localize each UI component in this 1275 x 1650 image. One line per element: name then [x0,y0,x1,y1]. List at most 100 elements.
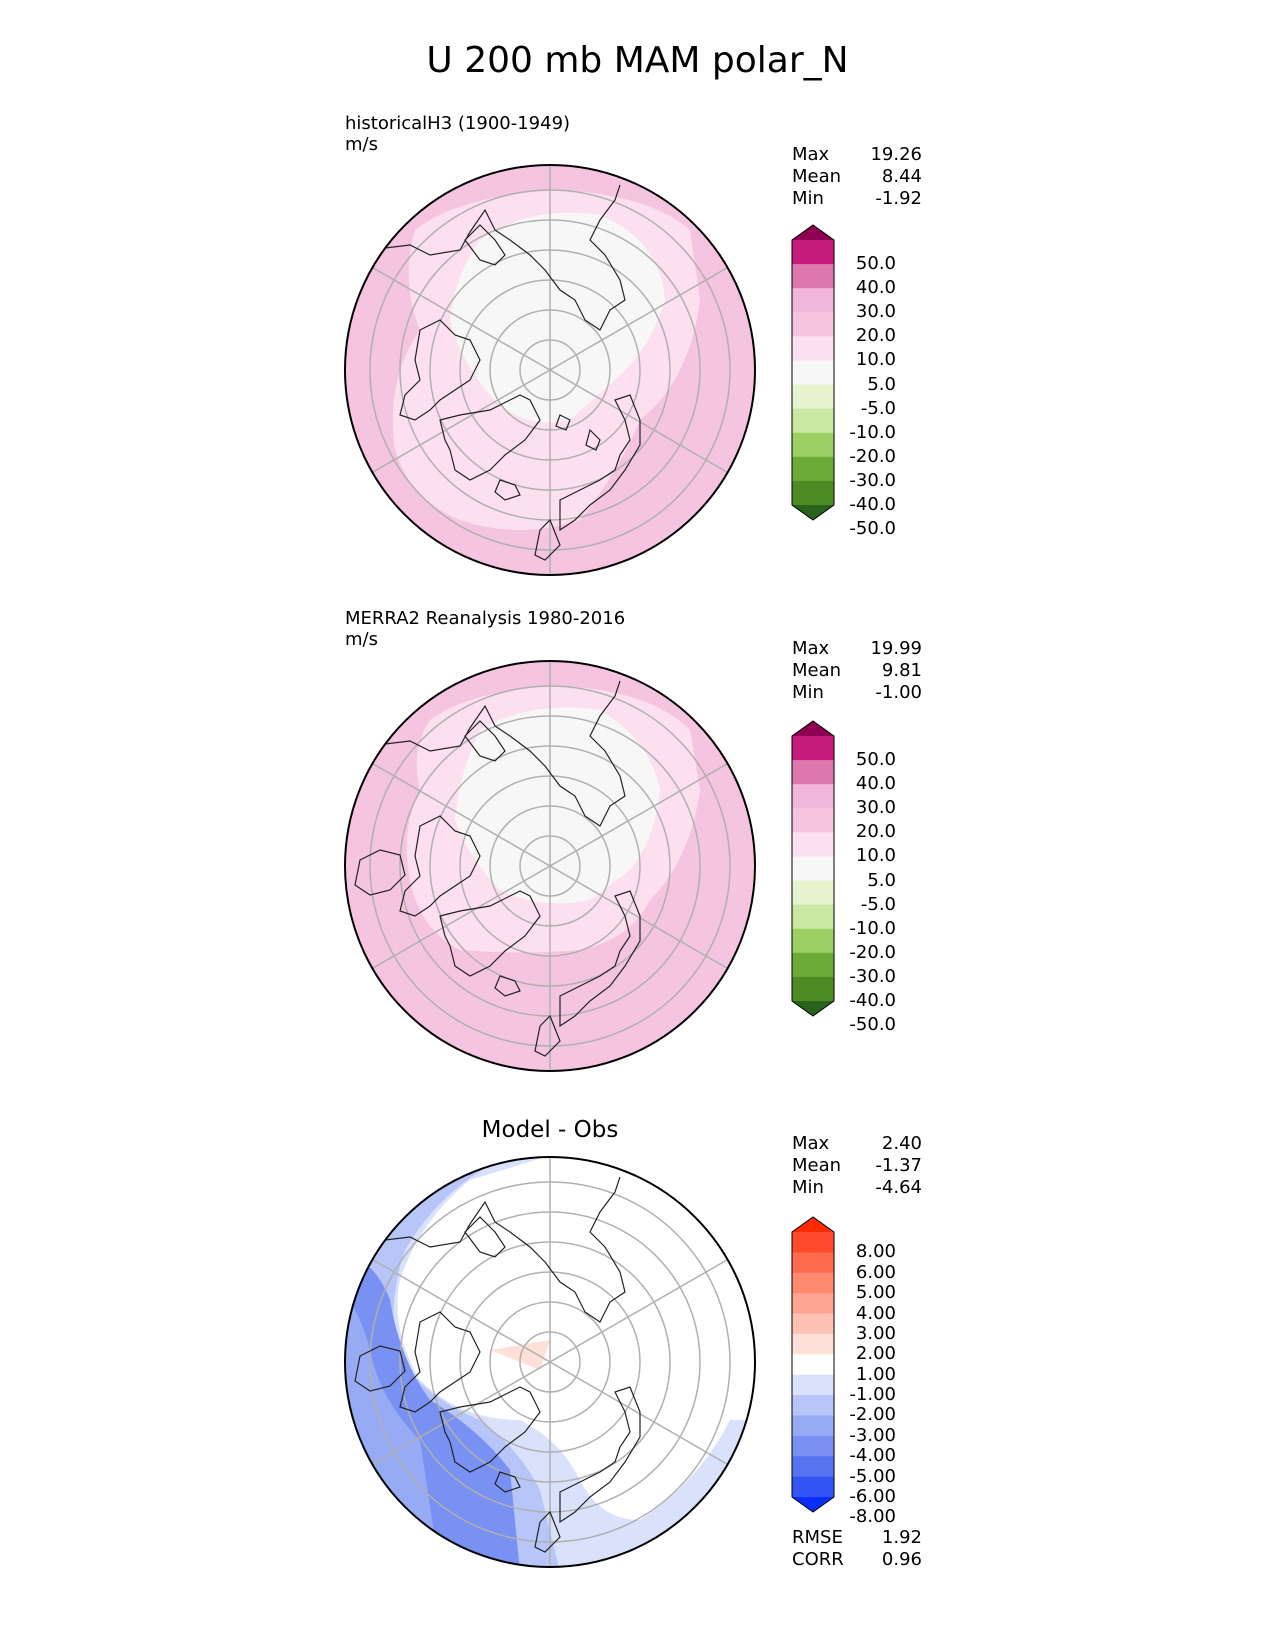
colorbar-segment [792,1293,834,1315]
colorbar-segment [792,760,834,785]
colorbar-tick-label: -50.0 [849,518,896,540]
colorbar-outline [791,1216,835,1513]
colorbar-tick-label: -20.0 [849,941,896,963]
colorbar-tick-label: -10.0 [849,917,896,939]
map-panel-3 [344,1156,756,1568]
colorbar-segment [792,928,834,954]
map-3-boundary [344,1156,756,1568]
colorbar-tick-label: -20.0 [849,445,896,467]
colorbar-segment [792,336,834,361]
stat-min: Min -4.64 [792,1177,922,1198]
colorbar-tick-label: -8.00 [849,1506,896,1528]
panel-1-stats: Max 19.26 Mean 8.44 Min -1.92 [792,144,922,210]
colorbar-tick-label: 30.0 [855,797,896,819]
map-1-coastlines [384,184,641,561]
colorbar-tick-label: 5.0 [867,373,896,395]
colorbar-segment [792,240,834,265]
colorbar-tick-label: 50.0 [855,253,896,275]
colorbar-segment [792,384,834,410]
colorbar-tick-label: -10.0 [849,421,896,443]
colorbar-segment [792,1456,834,1478]
map-panel-2 [344,660,756,1072]
colorbar-segment [792,904,834,930]
colorbar-1 [791,224,835,521]
panel-1-units: m/s [345,134,378,155]
colorbar-tick-label: 5.0 [867,869,896,891]
colorbar-outline [791,224,835,521]
colorbar-segment [792,1354,834,1376]
colorbar-tick-label: -6.00 [849,1486,896,1507]
colorbar-tick-label: -4.00 [849,1445,896,1467]
stat-mean: Mean 9.81 [792,660,922,681]
colorbar-tick-label: -5.0 [860,397,896,419]
stat-mean: Mean 8.44 [792,166,922,187]
colorbar-tick-label: 20.0 [855,325,896,347]
colorbar-tick-label: -40.0 [849,990,896,1011]
colorbar-2 [791,720,835,1017]
colorbar-segment [792,880,834,906]
colorbar-tick-label: -2.00 [849,1404,896,1426]
panel-3-stats: Max 2.40 Mean -1.37 Min -4.64 [792,1133,922,1199]
colorbar-tick-label: 5.00 [855,1282,896,1304]
colorbar-extend-bottom [792,1497,834,1512]
colorbar-tick-label: 10.0 [855,349,896,371]
colorbar-segment [792,480,834,506]
panel-2-stats: Max 19.99 Mean 9.81 Min -1.00 [792,638,922,704]
stat-min: Min -1.00 [792,682,922,703]
colorbar-tick-label: -40.0 [849,494,896,515]
stat-max: Max 19.99 [792,638,922,659]
map-panel-1 [344,164,756,576]
stat-max: Max 2.40 [792,1133,922,1154]
colorbar-segment [792,1313,834,1335]
colorbar-segment [792,976,834,1002]
colorbar-tick-label: 2.00 [855,1343,896,1365]
colorbar-segment [792,1435,834,1457]
colorbar-segment [792,736,834,761]
map-1-boundary [344,164,756,576]
colorbar-segment [792,264,834,289]
stat-mean: Mean -1.37 [792,1155,922,1176]
stat-rmse: RMSE 1.92 [792,1527,922,1548]
colorbar-segment [792,1476,834,1498]
colorbar-tick-label: 6.00 [855,1261,896,1283]
colorbar-segment [792,1374,834,1396]
figure-title: U 200 mb MAM polar_N [426,40,849,81]
panel-3-title: Model - Obs [481,1117,619,1143]
colorbar-tick-label: 40.0 [855,277,896,299]
colorbar-segment [792,952,834,978]
panel-2-units: m/s [345,629,378,650]
colorbar-tick-label: 50.0 [855,749,896,771]
colorbar-segment [792,808,834,833]
colorbar-segment [792,432,834,458]
stat-min: Min -1.92 [792,188,922,209]
panel-1-name: historicalH3 (1900-1949) [345,113,571,134]
colorbar-tick-label: 8.00 [855,1241,896,1263]
colorbar-segment [792,312,834,337]
colorbar-segment [792,360,834,386]
colorbar-extend-bottom [792,1001,834,1016]
colorbar-segment [792,408,834,434]
colorbar-outline [791,720,835,1017]
colorbar-extend-bottom [792,505,834,520]
map-2-boundary [344,660,756,1072]
panel-2-title: MERRA2 Reanalysis 1980-2016 m/s [345,608,625,650]
colorbar-segment [792,456,834,482]
colorbar-segment [792,288,834,313]
colorbar-segment [792,1272,834,1294]
panel-3-bottom-stats: RMSE 1.92 CORR 0.96 [792,1527,922,1571]
colorbar-extend-top [792,721,834,736]
panel-2-name: MERRA2 Reanalysis 1980-2016 [345,608,626,629]
colorbar-extend-top [792,1217,834,1232]
colorbar-tick-label: 20.0 [855,821,896,843]
colorbar-segment [792,784,834,809]
colorbar-3 [791,1216,835,1513]
colorbar-tick-label: -1.00 [849,1384,896,1406]
colorbar-segment [792,1333,834,1355]
colorbar-tick-label: -5.00 [849,1465,896,1487]
colorbar-segment [792,1252,834,1274]
stat-max: Max 19.26 [792,144,922,165]
colorbar-segment [792,856,834,882]
colorbar-tick-label: -3.00 [849,1424,896,1446]
panel-1-title: historicalH3 (1900-1949) m/s [345,113,570,155]
colorbar-tick-label: -50.0 [849,1014,896,1036]
